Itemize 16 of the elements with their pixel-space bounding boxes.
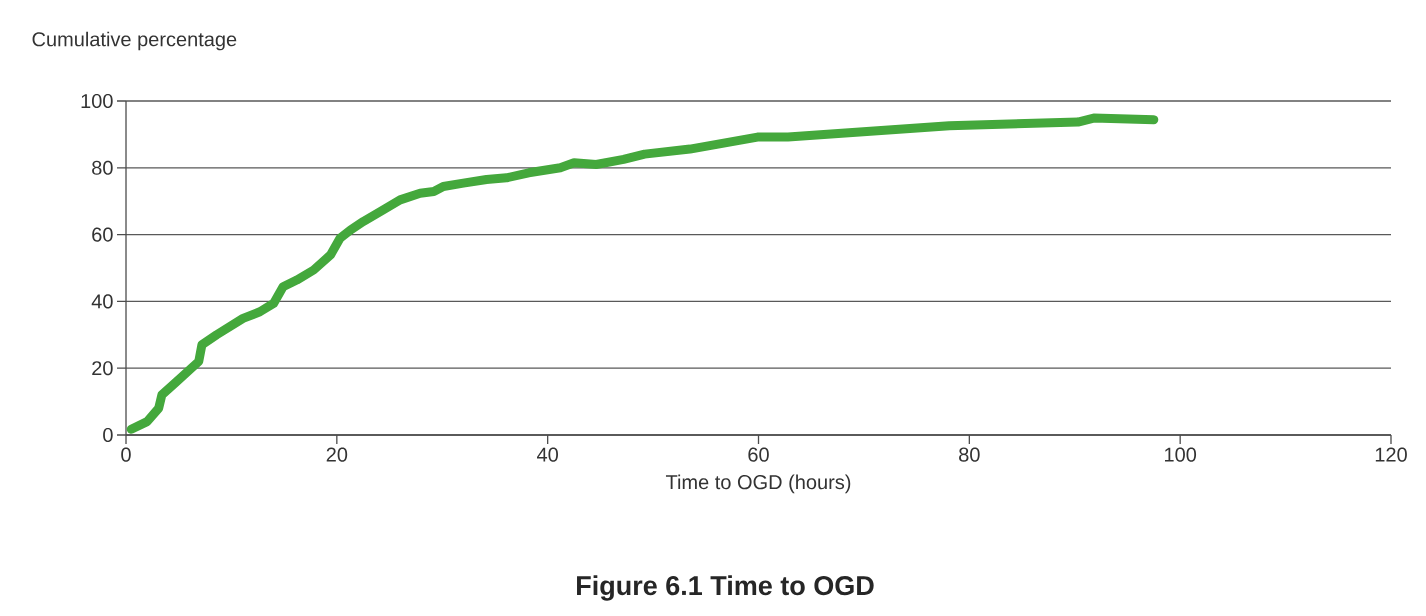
x-tick-label: 120 (1375, 447, 1407, 462)
x-tick-label: 100 (1165, 447, 1197, 462)
y-tick-label: 100 (81, 93, 113, 109)
text: Figure 6.1 Time to OGD (577, 575, 874, 601)
x-tick-label: 0 (121, 447, 131, 462)
y-axis-title: Cumulative percentage (32, 31, 237, 51)
y-tick-label: 60 (92, 227, 113, 242)
x-tick-label: 40 (537, 447, 558, 462)
y-tick-label: 40 (91, 294, 113, 309)
x-tick-label: 20 (326, 447, 348, 462)
x-tick-label: 80 (959, 447, 980, 462)
y-tick-label: 0 (103, 427, 113, 443)
x-tick-label: 60 (748, 447, 769, 462)
y-tick-label: 20 (92, 361, 113, 376)
y-tick-label: 80 (92, 160, 113, 175)
x-axis-title: Time to OGD (hours) (665, 474, 851, 494)
